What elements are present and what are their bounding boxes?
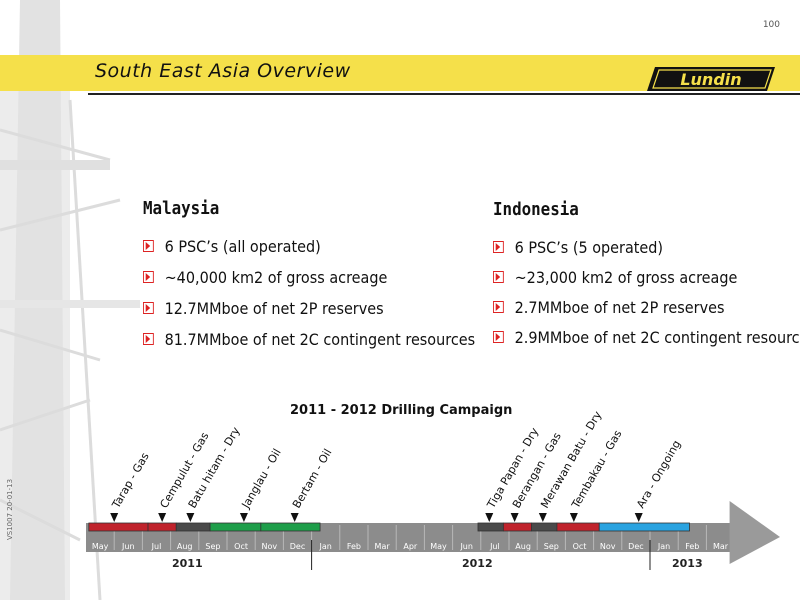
month-label: Nov — [261, 542, 277, 551]
list-item: 6 PSC’s (all operated) — [143, 237, 475, 268]
list-item: ~23,000 km2 of gross acreage — [493, 268, 800, 298]
well-marker-icon — [239, 513, 248, 522]
campaign-title: 2011 - 2012 Drilling Campaign — [290, 403, 513, 418]
year-label-2011: 2011 — [172, 557, 203, 570]
arrow-bullet-icon — [493, 271, 504, 283]
well-label: Batu hitam - Dry — [186, 424, 243, 510]
month-label: Oct — [234, 542, 248, 551]
well-marker-icon — [569, 513, 578, 522]
well-marker-icon — [186, 513, 195, 522]
logo-text: Lundin — [680, 70, 741, 89]
month-label: Dec — [628, 542, 643, 551]
list-item: 81.7MMboe of net 2C contingent resources — [143, 330, 475, 361]
well-marker-icon — [510, 513, 519, 522]
list-item: 12.7MMboe of net 2P reserves — [143, 299, 475, 330]
arrow-bullet-icon — [493, 331, 504, 343]
well-marker-icon — [634, 513, 643, 522]
well-marker-icon — [538, 513, 547, 522]
month-label: Mar — [375, 542, 391, 551]
year-label-2013: 2013 — [672, 557, 703, 570]
well-bar — [556, 522, 600, 532]
arrow-bullet-icon — [493, 301, 504, 313]
month-label: Jul — [151, 542, 162, 551]
month-label: Mar — [713, 542, 729, 551]
arrow-bullet-icon — [143, 240, 154, 252]
month-label: Aug — [515, 542, 531, 551]
document-reference: VS1007 20-01-13 — [6, 478, 14, 540]
well-bar — [209, 522, 262, 532]
well-bar — [531, 522, 558, 532]
malaysia-bullet-list: 6 PSC’s (all operated) ~40,000 km2 of gr… — [143, 237, 512, 361]
arrow-bullet-icon — [143, 302, 154, 314]
well-label: Janglau - Oil — [239, 446, 284, 511]
well-marker-icon — [158, 513, 167, 522]
bullet-text: ~23,000 km2 of gross acreage — [514, 268, 738, 287]
bullet-text: 12.7MMboe of net 2P reserves — [164, 299, 384, 318]
well-marker-icon — [110, 513, 119, 522]
well-label: Bertam - Oil — [290, 447, 334, 511]
well-bar — [88, 522, 149, 532]
bullet-text: 6 PSC’s (5 operated) — [514, 238, 664, 257]
bullet-text: 81.7MMboe of net 2C contingent resources — [164, 330, 476, 349]
well-bar — [260, 522, 321, 532]
month-label: May — [92, 542, 109, 551]
month-label: Sep — [205, 542, 220, 551]
bullet-text: 2.9MMboe of net 2C contingent resources — [514, 328, 800, 347]
month-label: Dec — [290, 542, 305, 551]
month-label: Jun — [121, 542, 135, 551]
arrow-bullet-icon — [143, 333, 154, 345]
well-bar — [147, 522, 177, 532]
timeline-arrow-head — [729, 501, 780, 564]
header-divider — [88, 93, 800, 95]
month-label: Jan — [657, 542, 670, 551]
month-label: Apr — [403, 542, 418, 551]
list-item: ~40,000 km2 of gross acreage — [143, 268, 475, 299]
bullet-text: 2.7MMboe of net 2P reserves — [514, 298, 725, 317]
month-label: Feb — [347, 542, 361, 551]
arrow-bullet-icon — [143, 271, 154, 283]
well-label: Ara - Ongoing — [634, 438, 683, 510]
lundin-logo: Lundin — [647, 67, 775, 91]
indonesia-section: Indonesia 6 PSC’s (5 operated) ~23,000 k… — [493, 199, 800, 358]
list-item: 6 PSC’s (5 operated) — [493, 238, 800, 268]
month-label: Feb — [685, 542, 699, 551]
month-label: Nov — [600, 542, 616, 551]
well-bar — [477, 522, 504, 532]
page-number: 100 — [762, 20, 780, 30]
month-label: Sep — [544, 542, 559, 551]
well-marker-icon — [290, 513, 299, 522]
year-label-2012: 2012 — [462, 557, 493, 570]
indonesia-heading: Indonesia — [493, 199, 579, 220]
month-label: Oct — [573, 542, 587, 551]
month-label: Aug — [177, 542, 193, 551]
bullet-text: 6 PSC’s (all operated) — [164, 237, 321, 256]
month-label: May — [430, 542, 447, 551]
list-item: 2.7MMboe of net 2P reserves — [493, 298, 800, 328]
well-bar — [502, 522, 532, 532]
slide-title: South East Asia Overview — [95, 60, 351, 82]
well-label: Tarap - Gas — [109, 450, 152, 511]
well-bar — [175, 522, 211, 532]
arrow-bullet-icon — [493, 241, 504, 253]
malaysia-section: Malaysia 6 PSC’s (all operated) ~40,000 … — [143, 198, 512, 361]
well-bar — [598, 522, 690, 532]
malaysia-heading: Malaysia — [143, 198, 220, 219]
month-label: Jan — [319, 542, 332, 551]
well-marker-icon — [485, 513, 494, 522]
indonesia-bullet-list: 6 PSC’s (5 operated) ~23,000 km2 of gros… — [493, 238, 800, 358]
month-label: Jul — [489, 542, 500, 551]
bullet-text: ~40,000 km2 of gross acreage — [164, 268, 388, 287]
list-item: 2.9MMboe of net 2C contingent resources — [493, 328, 800, 358]
month-label: Jun — [459, 542, 473, 551]
